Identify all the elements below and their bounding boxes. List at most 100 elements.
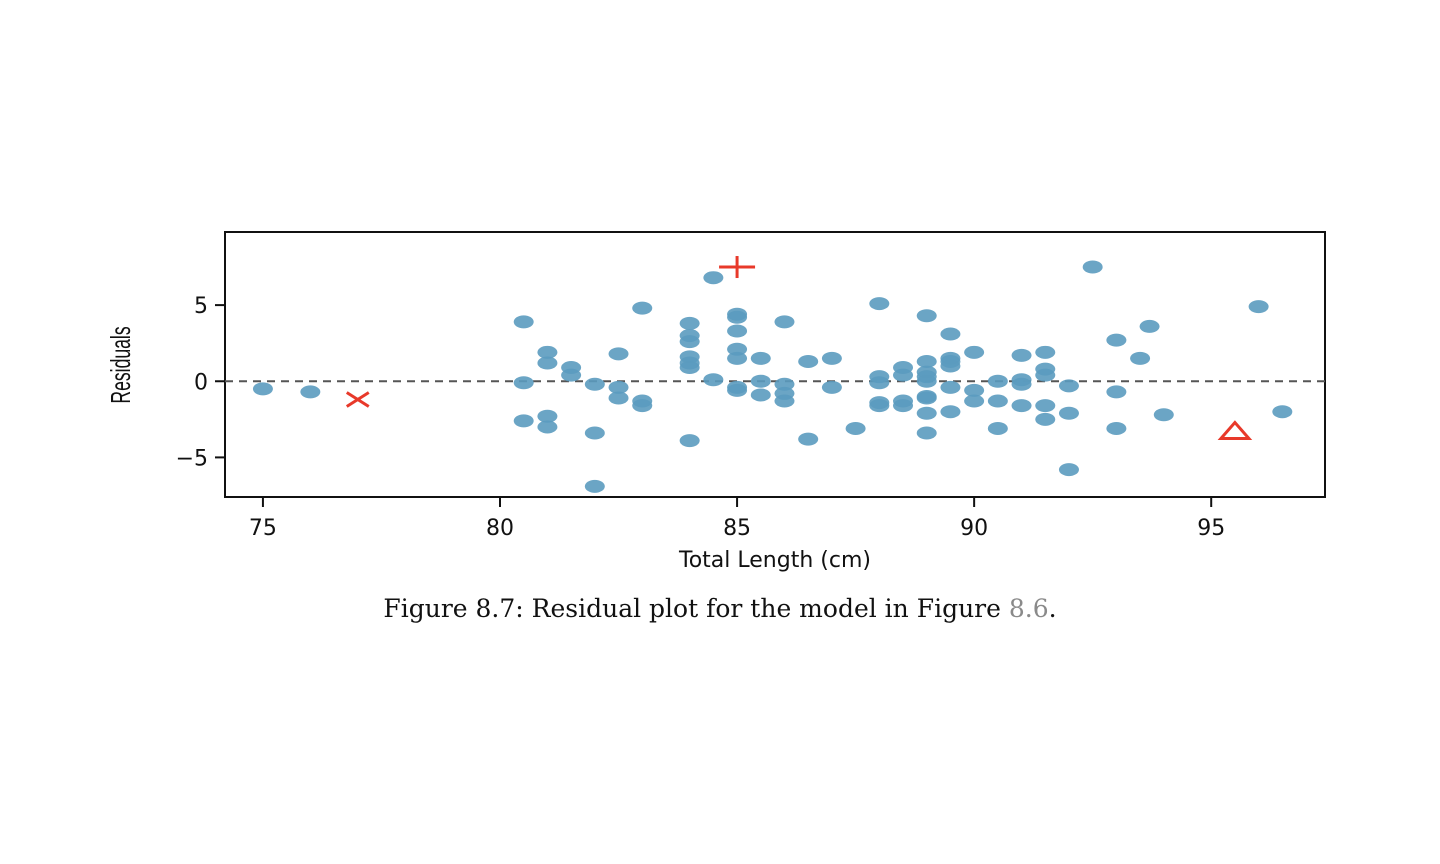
data-point <box>869 297 890 311</box>
data-point <box>916 309 937 323</box>
data-point <box>940 359 961 373</box>
data-points <box>252 260 1293 493</box>
data-point <box>964 383 985 397</box>
data-point <box>987 374 1008 388</box>
data-point <box>916 406 937 420</box>
caption-text: Figure 8.7: Residual plot for the model … <box>383 594 1009 623</box>
data-point <box>727 383 748 397</box>
data-point <box>608 347 629 361</box>
y-tick-label: 0 <box>194 370 208 395</box>
caption-suffix: . <box>1048 594 1057 623</box>
data-point <box>893 368 914 382</box>
data-point <box>703 271 724 285</box>
data-point <box>679 335 700 349</box>
data-point <box>679 316 700 330</box>
data-point <box>774 394 795 408</box>
data-point <box>727 324 748 338</box>
data-point <box>1011 399 1032 413</box>
data-point <box>679 434 700 448</box>
data-point <box>537 420 558 434</box>
data-point <box>1058 379 1079 393</box>
highlight-triangle-marker <box>1217 420 1253 441</box>
data-point <box>300 385 321 399</box>
data-point <box>1106 385 1127 399</box>
data-point <box>608 391 629 405</box>
data-point <box>1011 377 1032 391</box>
data-point <box>727 351 748 365</box>
data-point <box>916 354 937 368</box>
data-point <box>893 399 914 413</box>
data-point <box>537 345 558 359</box>
data-point <box>987 421 1008 435</box>
data-point <box>608 380 629 394</box>
data-point <box>1058 463 1079 477</box>
data-point <box>1035 399 1056 413</box>
residual-plot: −5 0 5 75 80 85 90 95 Total Length (cm) Residu… <box>105 231 1326 573</box>
data-point <box>679 361 700 375</box>
data-point <box>798 354 819 368</box>
y-tick-label: −5 <box>176 446 208 471</box>
data-point <box>584 426 605 440</box>
data-point <box>845 421 866 435</box>
data-point <box>1035 368 1056 382</box>
data-point <box>1106 333 1127 347</box>
data-point <box>561 368 582 382</box>
data-point <box>632 301 653 315</box>
data-point <box>632 399 653 413</box>
data-point <box>1130 351 1151 365</box>
data-point <box>1139 319 1160 333</box>
data-point <box>1035 412 1056 426</box>
data-point <box>703 373 724 387</box>
data-point <box>1248 300 1269 314</box>
x-axis: 75 80 85 90 95 <box>249 497 1225 541</box>
data-point <box>1272 405 1293 419</box>
data-point <box>1106 421 1127 435</box>
y-axis: −5 0 5 <box>176 294 225 471</box>
data-point <box>1011 348 1032 362</box>
data-point <box>916 391 937 405</box>
data-point <box>252 382 273 396</box>
data-point <box>727 342 748 356</box>
data-point <box>940 380 961 394</box>
x-tick-label: 95 <box>1197 516 1225 541</box>
x-tick-label: 85 <box>723 516 751 541</box>
data-point <box>1153 408 1174 422</box>
data-point <box>940 327 961 341</box>
data-point <box>916 374 937 388</box>
data-point <box>940 405 961 419</box>
figure-caption: Figure 8.7: Residual plot for the model … <box>0 594 1440 623</box>
data-point <box>774 315 795 329</box>
data-point <box>727 310 748 324</box>
data-point <box>750 388 771 402</box>
y-axis-label: Residuals <box>105 326 136 403</box>
data-point <box>798 432 819 446</box>
data-point <box>1058 406 1079 420</box>
data-point <box>750 374 771 388</box>
data-point <box>964 345 985 359</box>
x-axis-label: Total Length (cm) <box>678 548 871 573</box>
data-point <box>869 376 890 390</box>
data-point <box>964 394 985 408</box>
data-point <box>513 376 534 390</box>
data-point <box>774 377 795 391</box>
highlighted-points <box>345 256 1253 441</box>
data-point <box>916 426 937 440</box>
data-point <box>821 351 842 365</box>
highlight-x-marker <box>345 391 370 408</box>
data-point <box>1082 260 1103 274</box>
data-point <box>869 399 890 413</box>
data-point <box>513 414 534 428</box>
caption-figure-reference[interactable]: 8.6 <box>1008 594 1049 623</box>
data-point <box>537 356 558 370</box>
highlight-plus-marker <box>719 256 756 279</box>
x-tick-label: 80 <box>486 516 514 541</box>
data-point <box>537 409 558 423</box>
data-point <box>1035 345 1056 359</box>
data-point <box>987 394 1008 408</box>
y-tick-label: 5 <box>194 294 208 319</box>
data-point <box>584 479 605 493</box>
data-point <box>750 351 771 365</box>
data-point <box>821 380 842 394</box>
x-tick-label: 75 <box>249 516 277 541</box>
plot-frame <box>224 231 1326 498</box>
